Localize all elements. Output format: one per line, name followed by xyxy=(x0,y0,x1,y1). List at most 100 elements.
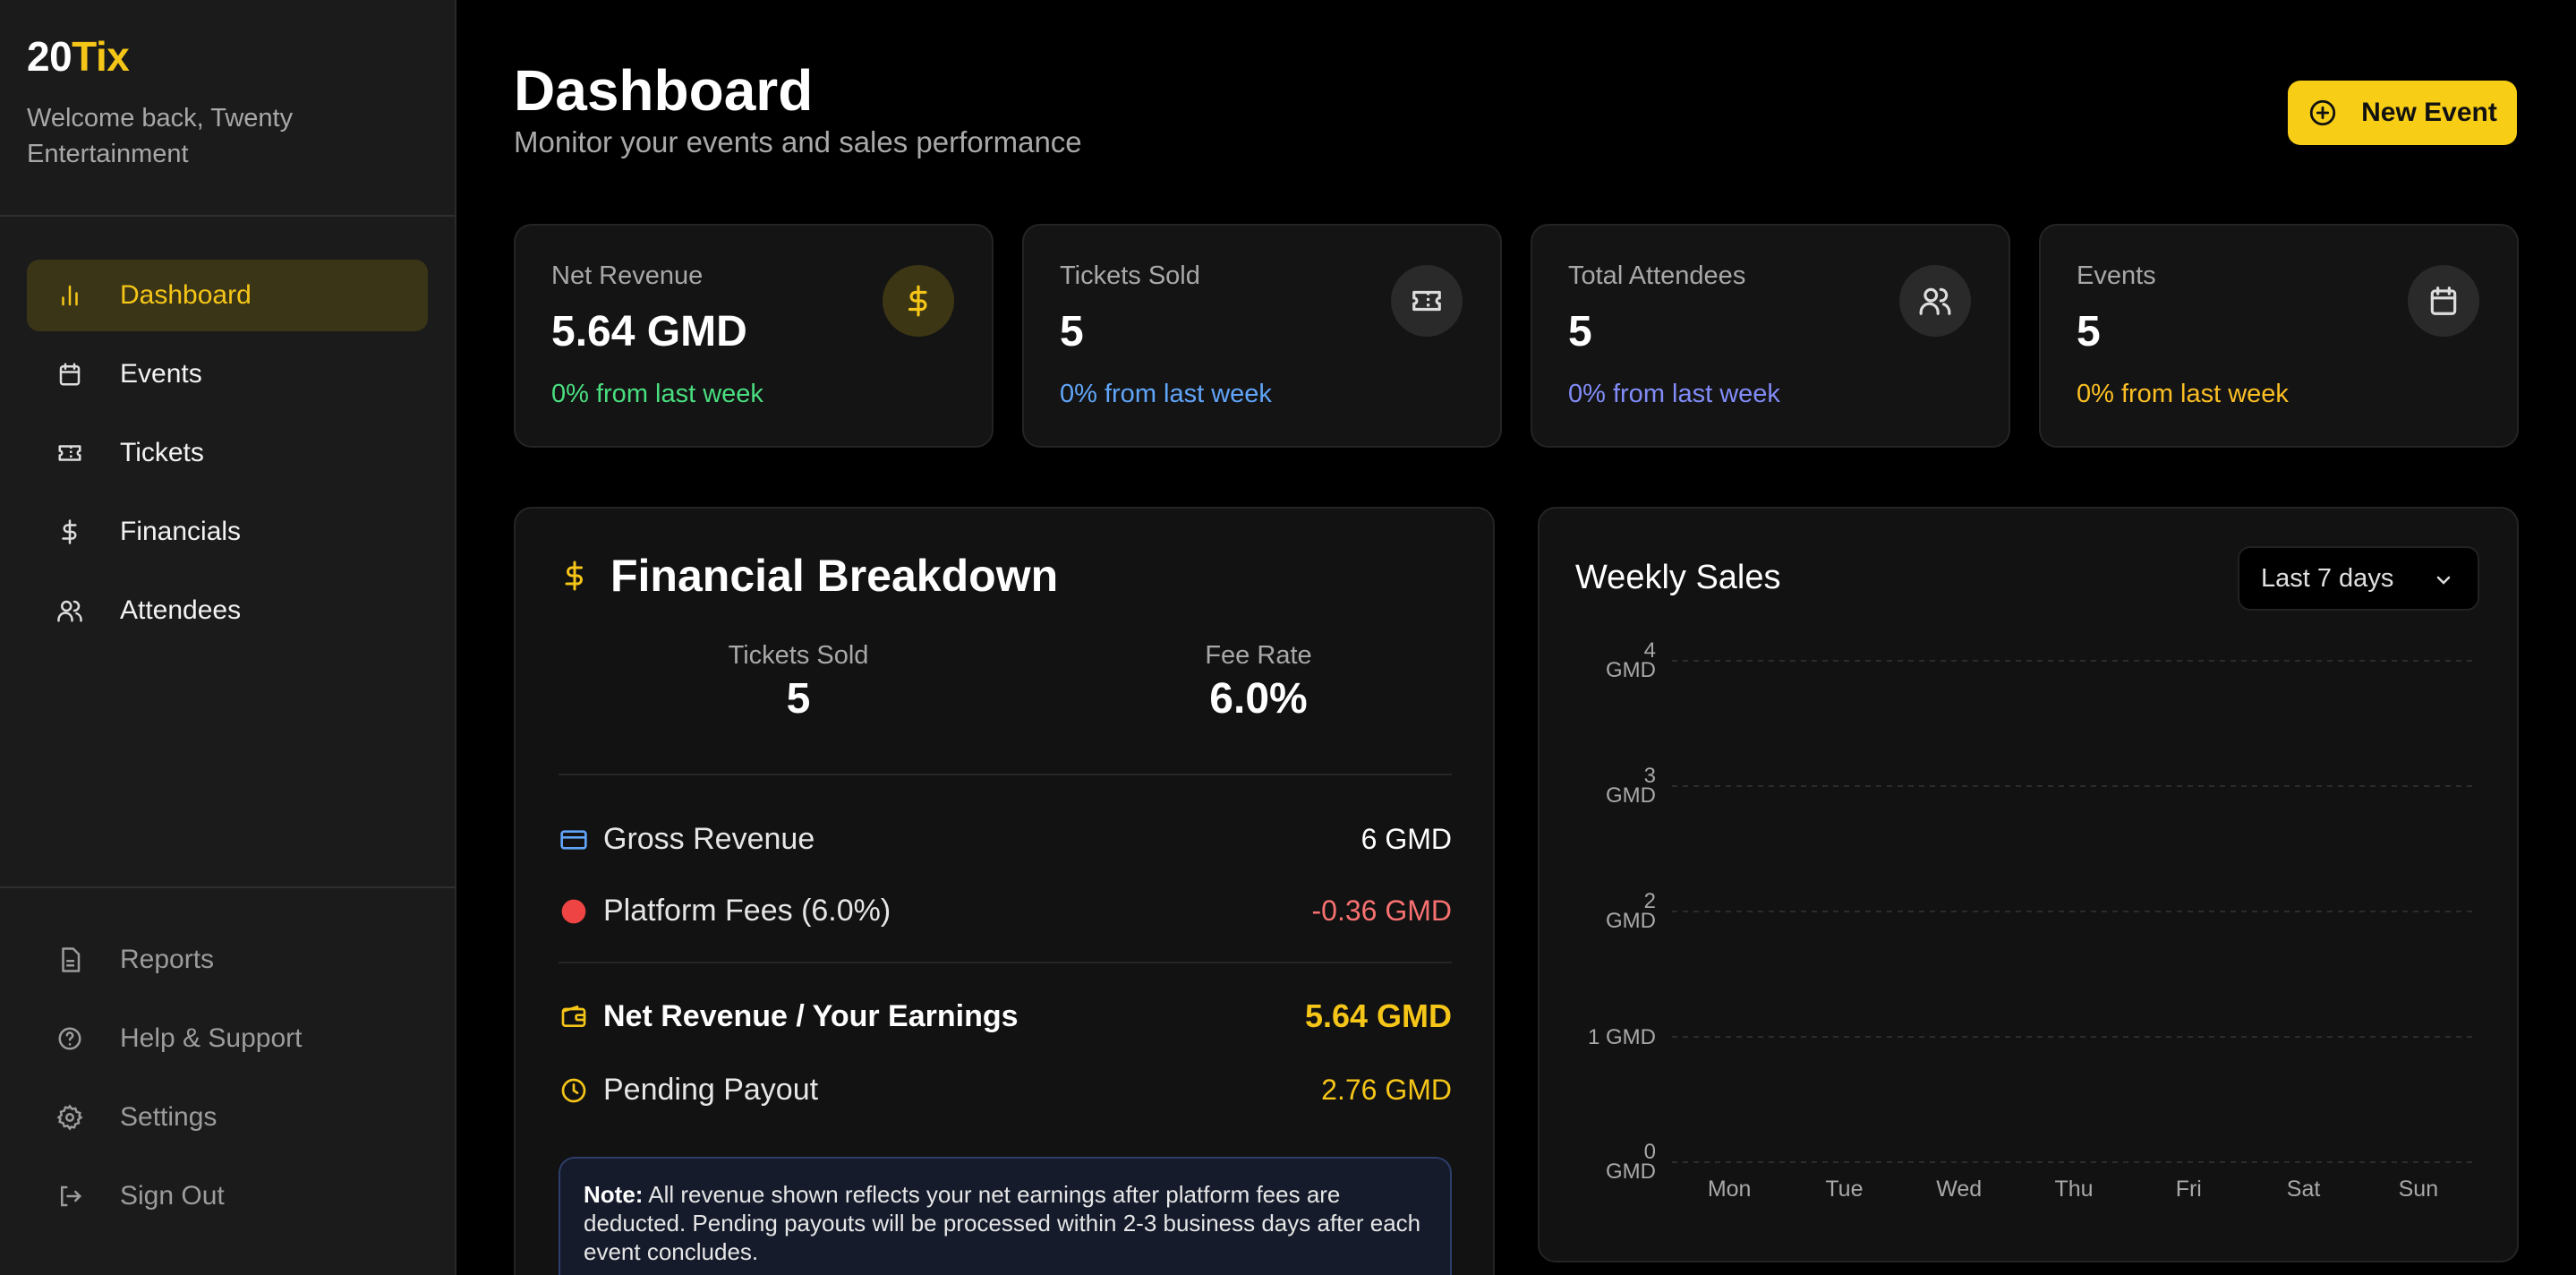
dollar-icon xyxy=(565,560,583,591)
calendar-icon xyxy=(55,360,84,389)
ticket-icon xyxy=(55,439,84,467)
y-tick-label: 2 GMD xyxy=(1606,889,1656,933)
stat-label: Tickets Sold xyxy=(1060,261,1200,290)
users-icon xyxy=(1899,265,1971,337)
sidebar-item-attendees[interactable]: Attendees xyxy=(27,575,428,646)
fee-rate-label: Fee Rate xyxy=(1205,641,1312,670)
stat-change: 0% from last week xyxy=(1568,380,1780,408)
wallet-icon xyxy=(559,1001,589,1031)
pending-payout-label: Pending Payout xyxy=(603,1073,819,1107)
x-tick-label: Wed xyxy=(1936,1177,1982,1202)
sidebar-item-label: Financials xyxy=(120,517,242,546)
platform-fees-row: Platform Fees (6.0%) -0.36 GMD xyxy=(559,894,1452,928)
sidebar-item-dashboard[interactable]: Dashboard xyxy=(27,260,428,331)
page-title: Dashboard xyxy=(514,58,814,123)
chevron-down-icon xyxy=(2436,576,2451,585)
stat-change: 0% from last week xyxy=(551,380,763,408)
credit-card-icon xyxy=(559,825,589,855)
date-range-value: Last 7 days xyxy=(2261,563,2394,593)
help-circle-icon xyxy=(55,1024,84,1053)
gross-revenue-label: Gross Revenue xyxy=(603,822,815,856)
date-range-select[interactable]: Last 7 days xyxy=(2238,546,2479,611)
weekly-sales-card: Weekly Sales Last 7 days 4 GMD 3 GMD 2 GMD 1 G… xyxy=(1538,507,2519,1262)
divider xyxy=(559,962,1452,963)
sidebar-item-label: Sign Out xyxy=(120,1181,225,1211)
financial-breakdown-title: Financial Breakdown xyxy=(610,551,1059,601)
secondary-nav: Reports Help & Support Settings Sign Out xyxy=(0,886,455,1239)
welcome-text: Welcome back, Twenty Entertainment xyxy=(27,104,294,168)
sign-out-icon xyxy=(55,1182,84,1211)
fee-rate-summary: Fee Rate 6.0% xyxy=(1079,641,1437,723)
net-revenue-label: Net Revenue / Your Earnings xyxy=(603,998,1019,1033)
x-tick-label: Tue xyxy=(1825,1177,1863,1202)
tickets-sold-value: 5 xyxy=(786,675,811,723)
gear-icon xyxy=(55,1103,84,1132)
brand-block: 20Tix Welcome back, Twenty Entertainment xyxy=(0,0,455,217)
sidebar-item-label: Events xyxy=(120,359,202,389)
calendar-icon xyxy=(2408,265,2479,337)
plus-circle-icon xyxy=(2309,99,2336,126)
file-icon xyxy=(55,946,84,974)
note-text: All revenue shown reflects your net earn… xyxy=(584,1181,1421,1265)
stat-value: 5 xyxy=(2077,308,2101,355)
stat-label: Net Revenue xyxy=(551,261,704,290)
gross-revenue-value: 6 GMD xyxy=(1361,823,1452,855)
y-tick-label: 0 GMD xyxy=(1606,1140,1656,1184)
y-tick-label: 3 GMD xyxy=(1606,764,1656,808)
platform-fees-label: Platform Fees (6.0%) xyxy=(603,894,891,928)
financial-breakdown-card: Financial Breakdown Tickets Sold 5 Fee R… xyxy=(514,507,1495,1275)
platform-fees-value: -0.36 GMD xyxy=(1311,894,1452,927)
sidebar-item-label: Tickets xyxy=(120,438,204,467)
stat-value: 5 xyxy=(1060,308,1084,355)
stat-value: 5 xyxy=(1568,308,1592,355)
clock-icon xyxy=(559,1075,589,1106)
sidebar-item-label: Reports xyxy=(120,945,215,974)
note-label: Note: xyxy=(584,1181,644,1208)
sidebar-item-label: Help & Support xyxy=(120,1023,303,1053)
sidebar-item-label: Attendees xyxy=(120,595,242,625)
stat-card-net-revenue: Net Revenue 5.64 GMD 0% from last week xyxy=(514,224,994,448)
sidebar-item-tickets[interactable]: Tickets xyxy=(27,417,428,489)
sidebar: 20Tix Welcome back, Twenty Entertainment… xyxy=(0,0,456,1275)
sidebar-item-settings[interactable]: Settings xyxy=(27,1082,428,1153)
logo-number: 20 xyxy=(27,33,73,80)
users-icon xyxy=(55,596,84,625)
net-revenue-row: Net Revenue / Your Earnings 5.64 GMD xyxy=(559,997,1452,1035)
y-tick-label: 4 GMD xyxy=(1606,638,1656,682)
main-nav: Dashboard Events Tickets Financials Atte… xyxy=(0,217,455,646)
tickets-sold-label: Tickets Sold xyxy=(728,641,869,670)
pending-payout-row: Pending Payout 2.76 GMD xyxy=(559,1073,1452,1108)
pending-payout-value: 2.76 GMD xyxy=(1321,1074,1452,1106)
revenue-note: Note: All revenue shown reflects your ne… xyxy=(559,1157,1452,1275)
logo[interactable]: 20Tix xyxy=(27,32,428,81)
bar-chart-icon xyxy=(55,281,84,310)
dollar-icon xyxy=(883,265,954,337)
stat-label: Total Attendees xyxy=(1568,261,1746,290)
divider xyxy=(559,774,1452,775)
sidebar-item-events[interactable]: Events xyxy=(27,338,428,410)
stat-label: Events xyxy=(2077,261,2156,290)
sidebar-item-financials[interactable]: Financials xyxy=(27,496,428,568)
sidebar-item-help[interactable]: Help & Support xyxy=(27,1003,428,1074)
sidebar-item-sign-out[interactable]: Sign Out xyxy=(27,1160,428,1232)
stat-value: 5.64 GMD xyxy=(551,308,747,355)
sidebar-item-reports[interactable]: Reports xyxy=(27,924,428,996)
weekly-sales-chart: 4 GMD 3 GMD 2 GMD 1 GMD 0 GMD Mon Tue Wed Thu Fri Sat S… xyxy=(1588,638,2476,1202)
logo-word: Tix xyxy=(72,33,130,80)
gross-revenue-row: Gross Revenue 6 GMD xyxy=(559,822,1452,857)
stat-change: 0% from last week xyxy=(2077,380,2289,408)
sidebar-item-label: Dashboard xyxy=(120,280,252,310)
stat-card-tickets-sold: Tickets Sold 5 0% from last week xyxy=(1022,224,1502,448)
x-tick-label: Fri xyxy=(2176,1177,2202,1202)
stat-card-total-attendees: Total Attendees 5 0% from last week xyxy=(1531,224,2010,448)
x-tick-label: Sun xyxy=(2399,1177,2438,1202)
x-tick-label: Thu xyxy=(2054,1177,2093,1202)
sidebar-item-label: Settings xyxy=(120,1102,218,1132)
net-revenue-value: 5.64 GMD xyxy=(1304,997,1452,1034)
new-event-button[interactable]: New Event xyxy=(2288,81,2517,145)
x-tick-label: Sat xyxy=(2287,1177,2321,1202)
red-dot-icon xyxy=(559,896,589,927)
new-event-label: New Event xyxy=(2361,98,2497,127)
fee-rate-value: 6.0% xyxy=(1209,675,1308,723)
stat-card-events: Events 5 0% from last week xyxy=(2039,224,2519,448)
